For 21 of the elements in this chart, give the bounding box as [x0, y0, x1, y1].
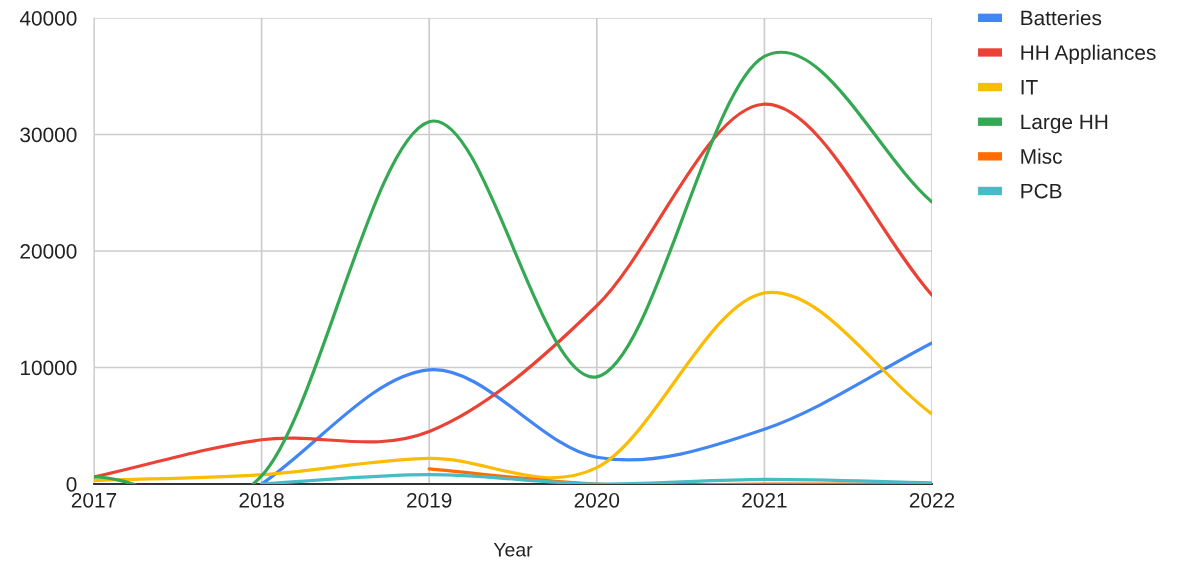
y-tick-label: 10000 [21, 360, 77, 376]
line-series [94, 291, 932, 483]
x-tick-label: 2017 [71, 492, 117, 508]
legend-label: HH Appliances [1021, 44, 1156, 65]
legend-label: Large HH [1021, 114, 1108, 134]
y-tick-label: 40000 [19, 11, 77, 26]
legend-label: IT [1021, 80, 1038, 95]
x-axis-title: Year [493, 543, 533, 557]
x-tick-label: 2021 [742, 492, 787, 508]
y-tick-label: 30000 [20, 127, 77, 143]
x-tick-label: 2020 [574, 492, 620, 508]
legend-label: Misc [1021, 148, 1062, 164]
x-tick-label: 2018 [239, 492, 284, 508]
line-series [260, 473, 932, 484]
x-tick-label: 2022 [909, 492, 955, 508]
legend-label: PCB [1021, 183, 1062, 199]
x-tick-label: 2019 [407, 492, 452, 508]
y-tick-label: 20000 [20, 244, 77, 259]
legend-label: Batteries [1021, 10, 1102, 26]
line-series [260, 341, 932, 484]
y-tick-label: 0 [66, 477, 77, 492]
